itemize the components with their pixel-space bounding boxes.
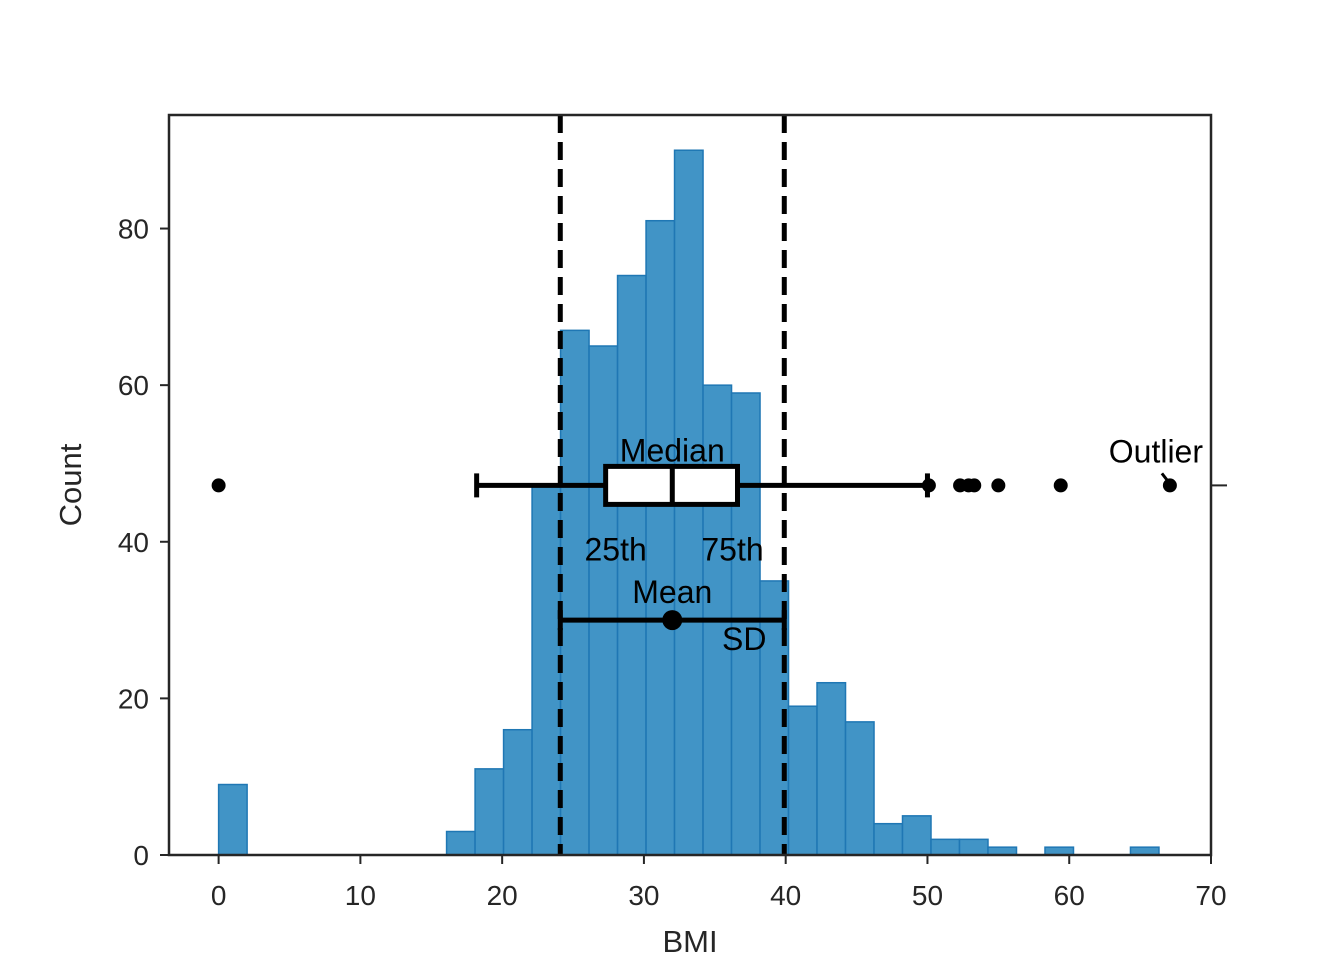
y-tick-label: 80 xyxy=(118,214,149,245)
mean-annotation: Mean xyxy=(632,574,712,610)
histogram-bar xyxy=(816,681,847,856)
outlier-point xyxy=(991,478,1006,493)
outlier-point xyxy=(1162,478,1177,493)
x-tick-label: 60 xyxy=(1054,880,1085,911)
x-tick-label: 70 xyxy=(1195,880,1226,911)
outlier-pointer-line xyxy=(1160,472,1171,484)
plot-frame xyxy=(167,113,1213,857)
histogram-bar xyxy=(531,486,562,856)
histogram-bar xyxy=(930,838,961,856)
histogram-bar xyxy=(901,815,932,856)
x-tick-label: 0 xyxy=(211,880,227,911)
x-tick-label: 30 xyxy=(628,880,659,911)
x-axis-label: BMI xyxy=(662,924,717,959)
histogram-bar xyxy=(445,830,476,856)
y-tick-label: 20 xyxy=(118,683,149,714)
outlier-annotation: Outlier xyxy=(1109,433,1204,469)
outlier-point xyxy=(967,478,982,493)
x-tick-label: 50 xyxy=(912,880,943,911)
x-tick-label: 20 xyxy=(487,880,518,911)
outlier-point xyxy=(1053,478,1068,493)
y-tick-label: 0 xyxy=(133,840,149,871)
median-annotation: Median xyxy=(620,432,725,468)
mean-point xyxy=(662,610,683,631)
outlier-point xyxy=(211,478,226,493)
histogram-bar xyxy=(787,705,818,856)
boxplot xyxy=(211,463,1227,507)
y-tick-label: 60 xyxy=(118,370,149,401)
histogram-bar xyxy=(217,783,248,856)
x-axis-ticks: 0 10 20 30 40 50 60 70 xyxy=(211,855,1227,911)
histogram-bar xyxy=(873,822,904,856)
mean-sd-indicator xyxy=(557,610,787,631)
sd-annotation: SD xyxy=(722,621,766,657)
x-tick-label: 40 xyxy=(770,880,801,911)
q3-annotation: 75th xyxy=(701,531,763,567)
y-axis-ticks: 0 20 40 60 80 xyxy=(118,214,169,871)
outlier-point xyxy=(921,478,936,493)
histogram-bars xyxy=(217,149,1160,856)
sd-reference-lines xyxy=(557,115,787,855)
histogram-bar xyxy=(559,329,590,856)
histogram-bar xyxy=(502,728,533,856)
histogram-bar xyxy=(645,219,676,856)
histogram-bar xyxy=(474,768,505,856)
x-tick-label: 10 xyxy=(345,880,376,911)
histogram-bar xyxy=(844,721,875,856)
histogram-bar xyxy=(588,345,619,856)
y-axis-label: Count xyxy=(53,443,88,526)
q1-annotation: 25th xyxy=(585,531,647,567)
y-tick-label: 40 xyxy=(118,527,149,558)
histogram-bar xyxy=(958,838,989,856)
